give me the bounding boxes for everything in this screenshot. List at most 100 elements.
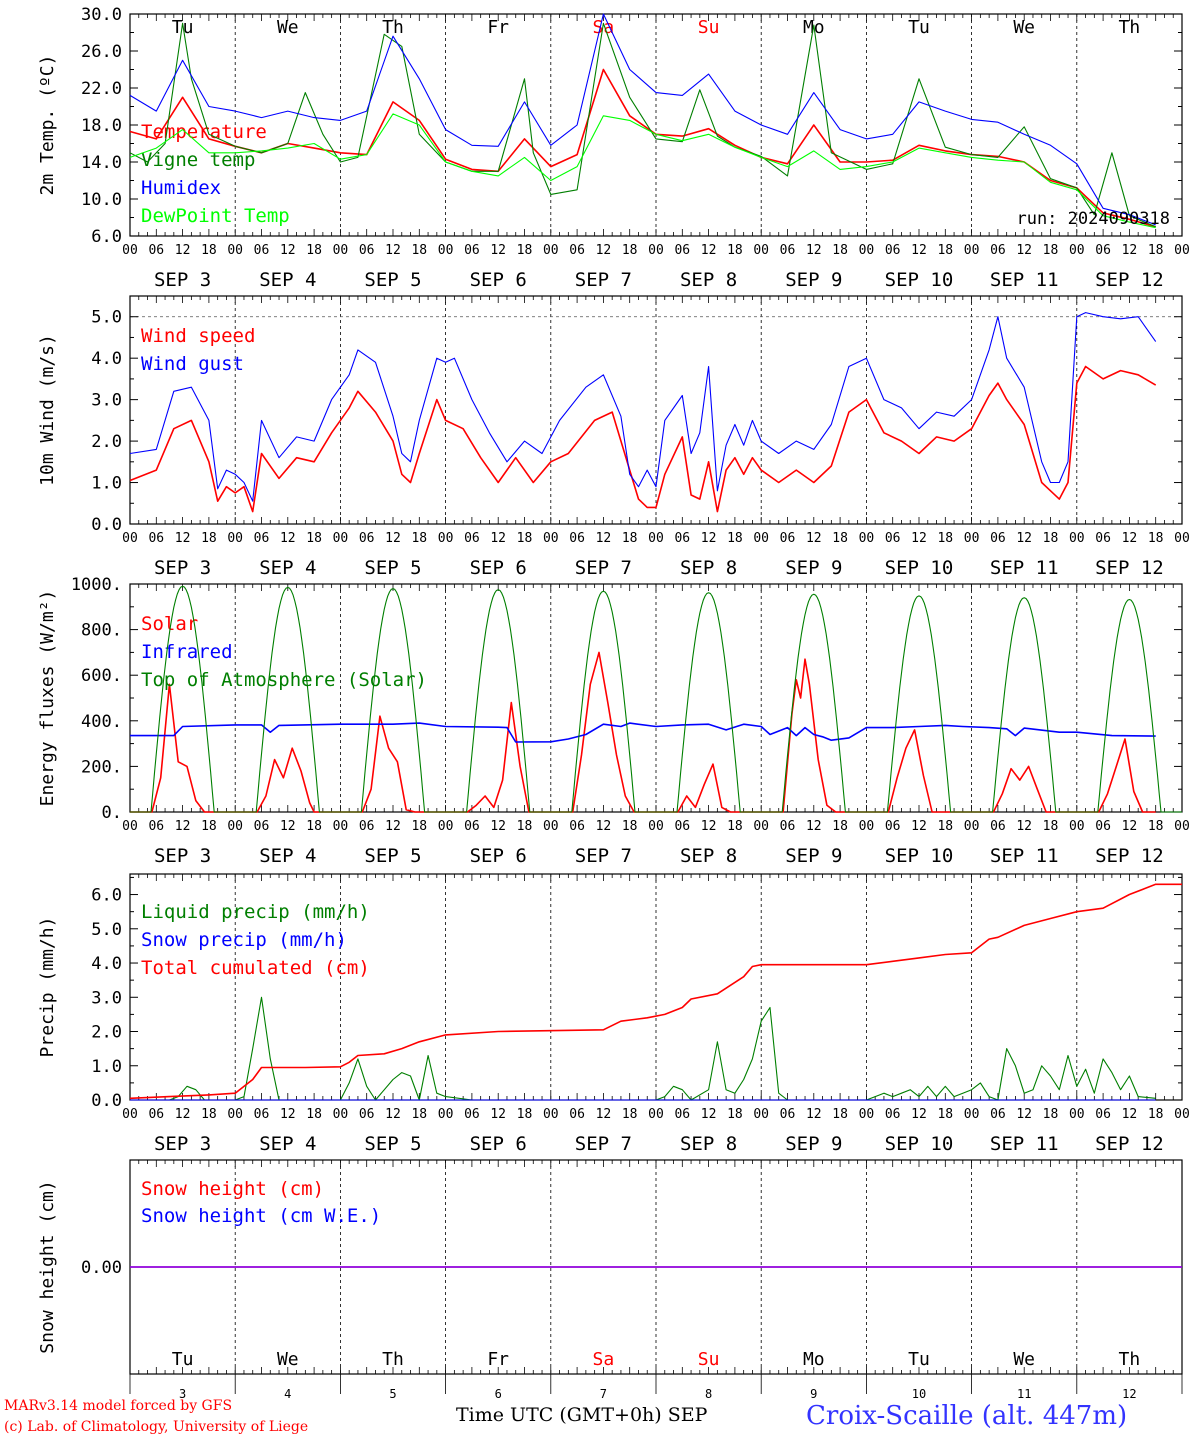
legend-entry: Solar [141, 613, 198, 635]
y-tick-label: 4.0 [91, 954, 122, 974]
hour-tick-label: 00 [964, 1107, 980, 1122]
date-label: SEP 12 [1095, 1133, 1164, 1155]
y-tick-label: 10.0 [81, 190, 122, 210]
hour-tick-label: 00 [964, 819, 980, 834]
hour-tick-label: 06 [464, 243, 480, 258]
legend-entry: Snow height (cm W.E.) [141, 1205, 381, 1227]
hour-tick-label: 18 [1148, 819, 1164, 834]
hour-tick-label: 12 [701, 531, 717, 546]
y-tick-label: 0.00 [81, 1258, 122, 1278]
y-tick-label: 3.0 [91, 391, 122, 411]
hour-tick-label: 18 [306, 243, 322, 258]
series-line-2 [129, 312, 1157, 502]
hour-tick-label: 12 [701, 243, 717, 258]
hour-tick-label: 00 [438, 819, 454, 834]
hour-tick-label: 06 [359, 819, 375, 834]
date-label: SEP 8 [680, 845, 737, 867]
hour-tick-label: 18 [517, 243, 533, 258]
model-credit: MARv3.14 model forced by GFS [4, 1398, 233, 1414]
hour-tick-label: 12 [490, 531, 506, 546]
hour-tick-label: 12 [385, 1107, 401, 1122]
hour-tick-label: 12 [911, 243, 927, 258]
hour-tick-label: 00 [227, 1107, 243, 1122]
hour-tick-label: 18 [727, 243, 743, 258]
day-number-label: 10 [912, 1387, 926, 1401]
day-of-week-label: Su [698, 17, 720, 38]
hour-tick-label: 18 [622, 531, 638, 546]
hour-tick-label: 06 [464, 1107, 480, 1122]
hour-tick-label: 06 [990, 243, 1006, 258]
hour-tick-label: 00 [543, 243, 559, 258]
hour-tick-label: 12 [1122, 243, 1138, 258]
hour-tick-label: 18 [622, 1107, 638, 1122]
hour-tick-label: 00 [227, 531, 243, 546]
date-label: SEP 4 [259, 845, 316, 867]
y-tick-label: 5.0 [91, 308, 122, 328]
hour-tick-label: 00 [753, 243, 769, 258]
hour-tick-label: 18 [832, 819, 848, 834]
hour-tick-label: 00 [859, 531, 875, 546]
y-tick-label: 2.0 [91, 1023, 122, 1043]
hour-tick-label: 00 [122, 531, 138, 546]
hour-tick-label: 12 [175, 819, 191, 834]
hour-tick-label: 00 [333, 531, 349, 546]
hour-tick-label: 00 [438, 243, 454, 258]
hour-tick-label: 06 [885, 243, 901, 258]
y-tick-label: 800. [81, 621, 122, 641]
legend-entry: Infrared [141, 641, 233, 663]
hour-tick-label: 12 [911, 1107, 927, 1122]
date-label: SEP 12 [1095, 845, 1164, 867]
day-of-week-label: Mo [803, 1349, 825, 1370]
day-of-week-label: Th [382, 17, 404, 38]
series-line-3 [129, 13, 1156, 226]
date-label: SEP 9 [785, 557, 842, 579]
date-label: SEP 6 [470, 1133, 527, 1155]
hour-tick-label: 00 [964, 531, 980, 546]
hour-tick-label: 18 [1148, 1107, 1164, 1122]
hour-tick-label: 18 [201, 531, 217, 546]
hour-tick-label: 06 [1095, 243, 1111, 258]
bottom-axis: Tu We Th Fr Sa Su Mo Tu We Th 3 4 5 6 7 8 9 10 11 12 [129, 1349, 1183, 1401]
day-of-week-label: Tu [908, 1349, 930, 1370]
hour-tick-label: 12 [1016, 243, 1032, 258]
hour-tick-label: 00 [753, 1107, 769, 1122]
hour-tick-label: 06 [780, 243, 796, 258]
hour-tick-label: 18 [517, 819, 533, 834]
hour-tick-label: 18 [411, 243, 427, 258]
date-label: SEP 11 [990, 845, 1059, 867]
date-label: SEP 9 [785, 845, 842, 867]
hour-tick-label: 18 [1043, 531, 1059, 546]
hour-tick-label: 12 [806, 243, 822, 258]
hour-tick-label: 06 [990, 531, 1006, 546]
series-line-1 [130, 651, 1156, 813]
y-tick-label: 6.0 [91, 227, 122, 247]
hour-tick-label: 06 [464, 819, 480, 834]
hour-tick-label: 12 [175, 1107, 191, 1122]
hour-tick-label: 06 [674, 531, 690, 546]
hour-tick-label: 12 [596, 819, 612, 834]
run-annotation: run: 2024090318 [1016, 209, 1170, 229]
hour-tick-label: 18 [832, 243, 848, 258]
hour-tick-label: 12 [490, 819, 506, 834]
y-tick-label: 0.0 [91, 1091, 122, 1111]
hour-tick-label: 06 [569, 243, 585, 258]
hour-tick-label: 06 [254, 1107, 270, 1122]
hour-tick-label: 06 [990, 819, 1006, 834]
day-number-label: 11 [1017, 1387, 1031, 1401]
hour-tick-label: 18 [937, 531, 953, 546]
chart-panel-1: 6.0 10.0 14.0 18.0 22.0 26.0 30.0 2m Temp. (ºC)… [37, 5, 1190, 291]
day-number-label: 12 [1122, 1387, 1136, 1401]
hour-tick-label: 12 [385, 819, 401, 834]
hour-tick-label: 06 [148, 819, 164, 834]
hour-tick-label: 12 [1016, 819, 1032, 834]
hour-tick-label: 12 [596, 531, 612, 546]
hour-tick-label: 12 [1122, 819, 1138, 834]
series-line-1 [130, 996, 1156, 1101]
hour-tick-label: 12 [280, 243, 296, 258]
hour-tick-label: 18 [727, 1107, 743, 1122]
hour-tick-label: 12 [490, 1107, 506, 1122]
hour-tick-label: 06 [885, 531, 901, 546]
hour-tick-label: 06 [148, 243, 164, 258]
hour-tick-label: 00 [859, 243, 875, 258]
legend-entry: Snow height (cm) [141, 1178, 324, 1200]
